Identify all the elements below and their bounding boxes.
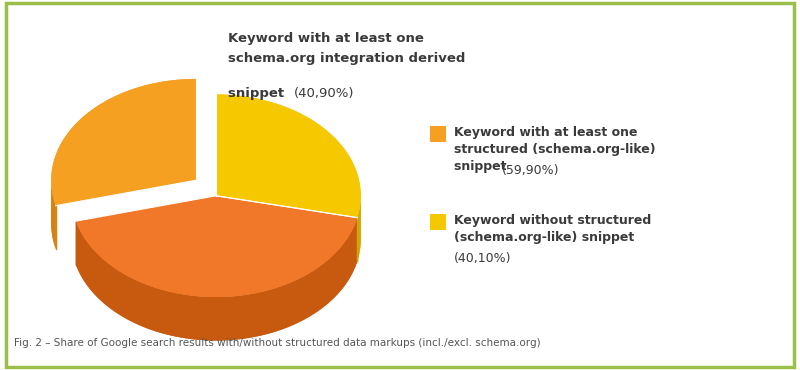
- Text: Keyword with at least one: Keyword with at least one: [228, 32, 424, 60]
- Polygon shape: [51, 180, 56, 249]
- Text: (40,10%): (40,10%): [454, 252, 511, 265]
- Polygon shape: [51, 79, 196, 206]
- Text: (40,90%): (40,90%): [294, 87, 354, 100]
- Text: schema.org integration derived: schema.org integration derived: [228, 52, 466, 80]
- Polygon shape: [358, 196, 361, 261]
- Text: (59,90%): (59,90%): [502, 164, 559, 177]
- Text: Keyword with at least one
structured (schema.org-like)
snippet: Keyword with at least one structured (sc…: [454, 126, 656, 173]
- FancyBboxPatch shape: [430, 214, 446, 230]
- Polygon shape: [76, 196, 358, 297]
- Polygon shape: [76, 196, 358, 297]
- Polygon shape: [216, 94, 361, 218]
- Polygon shape: [51, 180, 56, 249]
- Polygon shape: [358, 196, 361, 261]
- Text: snippet: snippet: [228, 87, 289, 100]
- Polygon shape: [76, 218, 358, 340]
- Polygon shape: [76, 218, 358, 340]
- Polygon shape: [216, 94, 361, 218]
- Polygon shape: [51, 79, 196, 206]
- Text: Keyword without structured
(schema.org-like) snippet: Keyword without structured (schema.org-l…: [454, 214, 651, 261]
- Text: Fig. 2 – Share of Google search results with/without structured data markups (in: Fig. 2 – Share of Google search results …: [14, 338, 541, 348]
- FancyBboxPatch shape: [430, 126, 446, 142]
